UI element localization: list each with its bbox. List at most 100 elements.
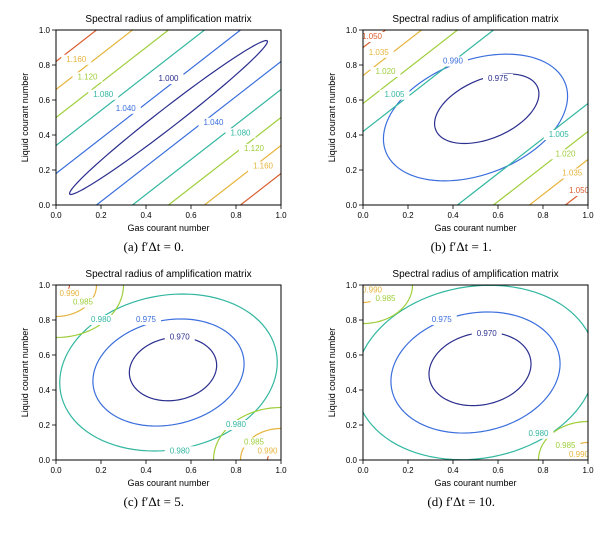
plot-b: Spectral radius of amplification matrix 0…	[318, 10, 606, 235]
contour-label: 1.040	[203, 118, 224, 127]
subcaption-b: (b) f′Δt = 1.	[318, 239, 606, 255]
contour-label: 0.985	[376, 294, 397, 303]
contour-label: 0.990	[59, 289, 80, 298]
contour-label: 1.120	[244, 144, 265, 153]
contour-label: 1.080	[230, 128, 251, 137]
xtick-label: 0.0	[50, 466, 62, 475]
xtick-label: 0.4	[448, 211, 460, 220]
xtick-label: 0.6	[493, 466, 505, 475]
plot-bg	[363, 30, 588, 205]
xtick-label: 0.8	[538, 211, 550, 220]
xtick-label: 1.0	[275, 466, 287, 475]
ytick-label: 0.8	[346, 61, 358, 70]
xtick-label: 1.0	[583, 211, 595, 220]
contour-plot: Spectral radius of amplification matrix 0…	[14, 265, 294, 490]
plot-bg	[363, 285, 588, 460]
contour-label: 0.980	[529, 429, 550, 438]
xlabel: Gas courant number	[435, 223, 517, 233]
ytick-label: 0.2	[39, 421, 51, 430]
xtick-label: 0.0	[358, 466, 370, 475]
ytick-label: 0.0	[39, 456, 51, 465]
contour-label: 1.160	[66, 55, 87, 64]
contour-label: 1.050	[569, 186, 590, 195]
plot-title: Spectral radius of amplification matrix	[393, 269, 559, 280]
panel-c: Spectral radius of amplification matrix 0…	[10, 265, 298, 510]
contour-label: 1.020	[556, 149, 577, 158]
xlabel: Gas courant number	[127, 223, 209, 233]
xlabel: Gas courant number	[435, 478, 517, 488]
ytick-label: 1.0	[346, 281, 358, 290]
ytick-label: 0.4	[39, 386, 51, 395]
xtick-label: 0.6	[185, 466, 197, 475]
xtick-label: 0.2	[95, 466, 107, 475]
contour-label: 0.975	[488, 74, 509, 83]
ytick-label: 0.6	[346, 351, 358, 360]
contour-label: 1.020	[376, 67, 397, 76]
contour-label: 1.000	[158, 74, 179, 83]
xtick-label: 0.2	[95, 211, 107, 220]
contour-label: 1.160	[253, 162, 274, 171]
contour-label: 1.035	[562, 169, 583, 178]
contour-label: 0.985	[556, 441, 577, 450]
xtick-label: 0.6	[185, 211, 197, 220]
contour-label: 0.985	[73, 298, 94, 307]
panel-a: Spectral radius of amplification matrix 1…	[10, 10, 298, 255]
xtick-label: 0.2	[403, 211, 415, 220]
contour-label: 1.080	[93, 90, 114, 99]
contour-label: 0.990	[362, 285, 383, 294]
ytick-label: 0.6	[346, 96, 358, 105]
contour-plot: Spectral radius of amplification matrix 0…	[321, 265, 601, 490]
plot-a: Spectral radius of amplification matrix 1…	[10, 10, 298, 235]
xtick-label: 0.4	[140, 466, 152, 475]
ytick-label: 0.0	[346, 201, 358, 210]
ytick-label: 0.8	[39, 316, 51, 325]
panel-b: Spectral radius of amplification matrix 0…	[318, 10, 606, 255]
contour-label: 1.005	[385, 90, 406, 99]
plot-title: Spectral radius of amplification matrix	[393, 14, 559, 25]
ylabel: Liquid courant number	[20, 328, 30, 418]
contour-label: 1.040	[115, 104, 136, 113]
subcaption-c: (c) f′Δt = 5.	[10, 494, 298, 510]
xtick-label: 0.4	[448, 466, 460, 475]
xtick-label: 0.6	[493, 211, 505, 220]
contour-label: 1.005	[549, 130, 570, 139]
xlabel: Gas courant number	[127, 478, 209, 488]
contour-label: 0.970	[477, 329, 498, 338]
contour-plot: Spectral radius of amplification matrix 0…	[321, 10, 601, 235]
plot-title: Spectral radius of amplification matrix	[85, 14, 251, 25]
ytick-label: 0.2	[346, 421, 358, 430]
subcaption-a: (a) f′Δt = 0.	[10, 239, 298, 255]
ytick-label: 0.6	[39, 96, 51, 105]
ytick-label: 1.0	[39, 281, 51, 290]
xtick-label: 0.8	[538, 466, 550, 475]
xtick-label: 0.2	[403, 466, 415, 475]
ytick-label: 0.0	[39, 201, 51, 210]
ytick-label: 1.0	[346, 26, 358, 35]
ytick-label: 0.2	[39, 166, 51, 175]
plot-d: Spectral radius of amplification matrix 0…	[318, 265, 606, 490]
contour-label: 0.980	[226, 420, 247, 429]
ytick-label: 0.4	[346, 386, 358, 395]
contour-label: 1.050	[362, 32, 383, 41]
ytick-label: 0.8	[346, 316, 358, 325]
contour-label: 0.975	[136, 315, 157, 324]
contour-label: 0.970	[169, 333, 190, 342]
xtick-label: 0.0	[358, 211, 370, 220]
ytick-label: 0.8	[39, 61, 51, 70]
ytick-label: 0.4	[346, 131, 358, 140]
xtick-label: 0.8	[230, 466, 242, 475]
ytick-label: 0.0	[346, 456, 358, 465]
contour-plot: Spectral radius of amplification matrix 1…	[14, 10, 294, 235]
contour-label: 0.990	[257, 446, 278, 455]
xtick-label: 1.0	[583, 466, 595, 475]
ytick-label: 0.6	[39, 351, 51, 360]
contour-label: 0.980	[169, 446, 190, 455]
ytick-label: 0.2	[346, 166, 358, 175]
plot-title: Spectral radius of amplification matrix	[85, 269, 251, 280]
xtick-label: 0.0	[50, 211, 62, 220]
plot-c: Spectral radius of amplification matrix 0…	[10, 265, 298, 490]
xtick-label: 0.8	[230, 211, 242, 220]
ytick-label: 0.4	[39, 131, 51, 140]
ylabel: Liquid courant number	[327, 328, 337, 418]
contour-label: 0.975	[432, 315, 453, 324]
